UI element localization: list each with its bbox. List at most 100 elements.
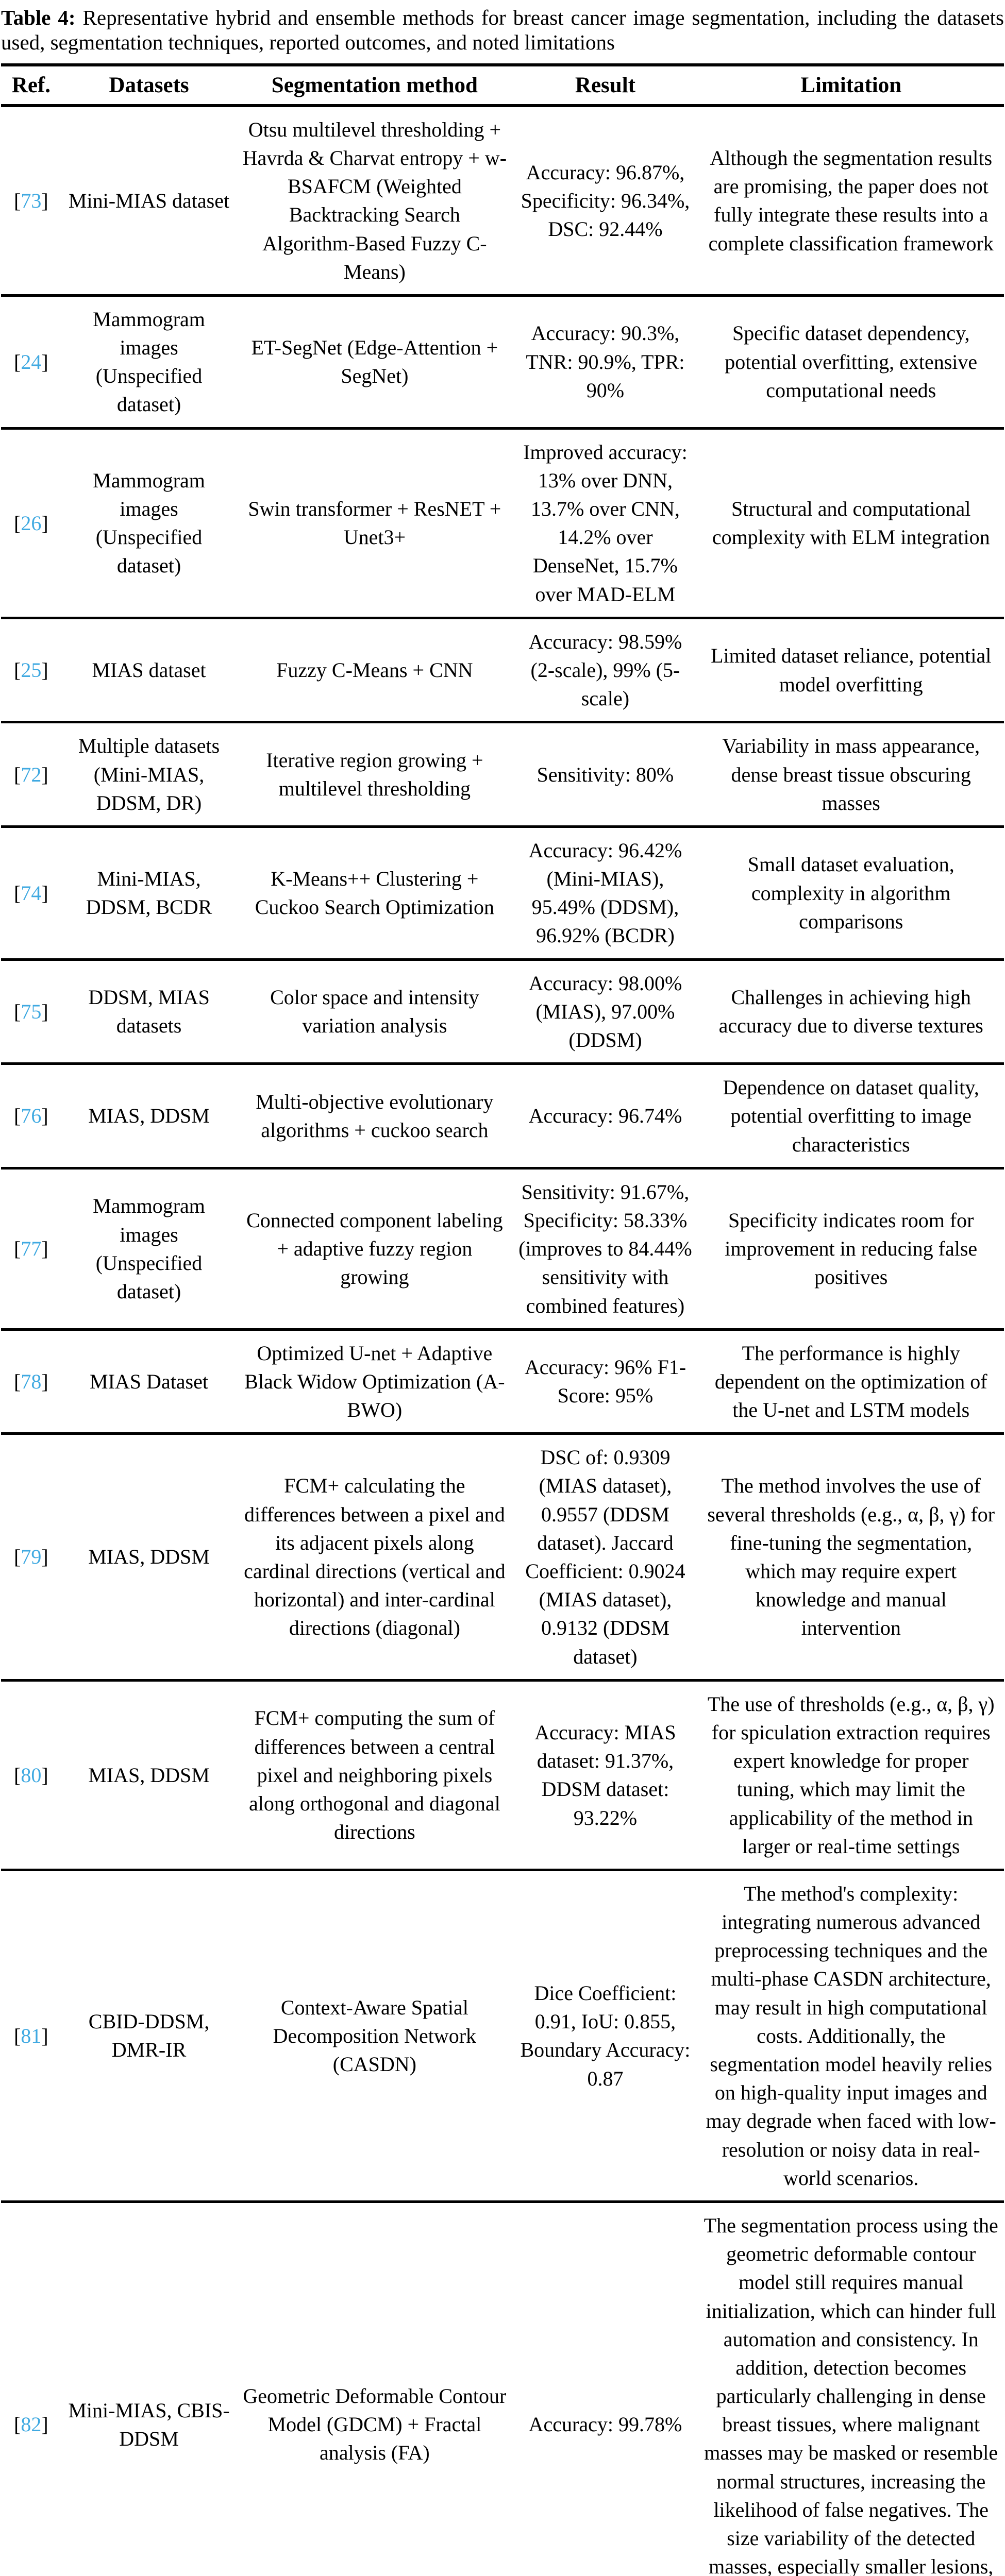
result-cell: Sensitivity: 80% [512,721,698,827]
table-row: [73] Mini-MIAS dataset Otsu multilevel thr… [1,106,1004,296]
citation-close-bracket: ] [41,881,48,905]
ref-cell: [81] [1,1868,61,2202]
ref-cell: [75] [1,958,61,1064]
table-caption-label: Table 4: [1,6,76,29]
table-row: [75] DDSM, MIAS datasets Color space and i… [1,958,1004,1064]
ref-cell: [72] [1,721,61,827]
method-cell: FCM+ computing the sum of differences be… [237,1679,513,1870]
limitation-cell: Small dataset evaluation, complexity in … [698,825,1004,960]
method-cell: Optimized U-net + Adaptive Black Widow O… [237,1328,513,1434]
table-row: [25] MIAS dataset Fuzzy C-Means + CNN Accur… [1,616,1004,722]
limitation-cell: The performance is highly dependent on t… [698,1328,1004,1434]
citation-close-bracket: ] [41,350,48,374]
limitation-cell: Variability in mass appearance, dense br… [698,721,1004,827]
datasets-cell: Mini-MIAS dataset [68,189,230,212]
citation-link[interactable]: 81 [21,2024,42,2047]
table-row: [81] CBID-DDSM, DMR-IR Context-Aware Spati… [1,1868,1004,2202]
result-cell: Accuracy: 99.78% [512,2200,698,2576]
col-header-datasets: Datasets [61,64,237,107]
citation-link[interactable]: 24 [21,350,42,374]
table-caption-text: Representative hybrid and ensemble metho… [1,6,1004,55]
method-cell: Connected component labeling + adaptive … [237,1166,513,1330]
ref-cell: [78] [1,1328,61,1434]
datasets-cell: MIAS, DDSM [61,1679,237,1870]
citation-link[interactable]: 72 [21,762,42,786]
table-row: [76] MIAS, DDSM Multi-objective evolutiona… [1,1062,1004,1168]
citation-link[interactable]: 73 [21,189,42,212]
citation-close-bracket: ] [41,2413,48,2436]
result-cell: Accuracy: 98.00% (MIAS), 97.00% (DDSM) [512,958,698,1064]
ref-cell: [79] [1,1432,61,1681]
ref-cell: [24] [1,294,61,429]
citation-link[interactable]: 80 [21,1763,42,1787]
limitation-cell: Structural and computational complexity … [698,427,1004,618]
table-row: [79] MIAS, DDSM FCM+ calculating the diffe… [1,1432,1004,1681]
citation-close-bracket: ] [41,1369,48,1393]
ref-cell: [76] [1,1062,61,1168]
result-cell: Accuracy: 90.3%, TNR: 90.9%, TPR: 90% [512,294,698,429]
datasets-cell: Mammogram images (Unspecified dataset) [61,1166,237,1330]
method-cell: K-Means++ Clustering + Cuckoo Search Opt… [237,825,513,960]
col-header-method: Segmentation method [237,64,513,107]
table-row: [74] Mini-MIAS, DDSM, BCDR K-Means++ Clust… [1,825,1004,960]
datasets-cell: MIAS Dataset [61,1328,237,1434]
citation-close-bracket: ] [41,1104,48,1128]
citation-link[interactable]: 82 [21,2413,42,2436]
ref-cell: [82] [1,2200,61,2576]
datasets-cell: DDSM, MIAS datasets [61,958,237,1064]
citation-open-bracket: [ [14,1237,21,1261]
method-cell: Multi-objective evolutionary algorithms … [237,1062,513,1168]
ref-cell: [73] [1,106,61,296]
citation-link[interactable]: 25 [21,658,42,682]
citation-open-bracket: [ [14,2024,21,2047]
citation-open-bracket: [ [14,511,21,535]
method-cell: FCM+ calculating the differences between… [237,1432,513,1681]
table-row: [72] Multiple datasets (Mini-MIAS, DDSM, … [1,721,1004,827]
result-cell: Accuracy: 96% F1-Score: 95% [512,1328,698,1434]
citation-close-bracket: ] [41,999,48,1023]
col-header-ref: Ref. [1,64,61,107]
datasets-cell: Mammogram images (Unspecified dataset) [61,427,237,618]
limitation-cell: The method involves the use of several t… [698,1432,1004,1681]
methods-table: Ref. Datasets Segmentation method Result… [1,63,1004,2576]
citation-link[interactable]: 74 [21,881,42,905]
citation-close-bracket: ] [41,189,48,212]
result-cell: Accuracy: 98.59% (2-scale), 99% (5-scale… [512,616,698,722]
method-cell: Color space and intensity variation anal… [237,958,513,1064]
limitation-cell: Dependence on dataset quality, potential… [698,1062,1004,1168]
citation-open-bracket: [ [14,350,21,374]
citation-link[interactable]: 79 [21,1545,42,1569]
limitation-cell: Limited dataset reliance, potential mode… [698,616,1004,722]
citation-close-bracket: ] [41,1763,48,1787]
limitation-cell: The method's complexity: integrating num… [698,1868,1004,2202]
citation-open-bracket: [ [14,1545,21,1569]
citation-link[interactable]: 75 [21,999,42,1023]
citation-open-bracket: [ [14,189,21,212]
limitation-cell: Challenges in achieving high accuracy du… [698,958,1004,1064]
citation-link[interactable]: 78 [21,1369,42,1393]
citation-link[interactable]: 26 [21,511,42,535]
ref-cell: [74] [1,825,61,960]
citation-close-bracket: ] [41,511,48,535]
citation-open-bracket: [ [14,1369,21,1393]
result-cell: DSC of: 0.9309 (MIAS dataset), 0.9557 (D… [512,1432,698,1681]
datasets-cell: CBID-DDSM, DMR-IR [61,1868,237,2202]
datasets-cell: Multiple datasets (Mini-MIAS, DDSM, DR) [61,721,237,827]
citation-link[interactable]: 76 [21,1104,42,1128]
table-row: [24] Mammogram images (Unspecified datase… [1,294,1004,429]
limitation-cell: Specific dataset dependency, potential o… [698,294,1004,429]
result-cell: Accuracy: 96.87%, Specificity: 96.34%, D… [521,160,690,241]
citation-open-bracket: [ [14,999,21,1023]
result-cell: Sensitivity: 91.67%, Specificity: 58.33%… [512,1166,698,1330]
datasets-cell: Mammogram images (Unspecified dataset) [61,294,237,429]
citation-close-bracket: ] [41,1545,48,1569]
citation-open-bracket: [ [14,658,21,682]
datasets-cell: Mini-MIAS, CBIS-DDSM [61,2200,237,2576]
col-header-limitation: Limitation [698,64,1004,107]
citation-open-bracket: [ [14,1763,21,1787]
table-row: [77] Mammogram images (Unspecified datase… [1,1166,1004,1330]
table-row: [78] MIAS Dataset Optimized U-net + Adapti… [1,1328,1004,1434]
citation-link[interactable]: 77 [21,1237,42,1261]
citation-open-bracket: [ [14,881,21,905]
result-cell: Accuracy: MIAS dataset: 91.37%, DDSM dat… [512,1679,698,1870]
